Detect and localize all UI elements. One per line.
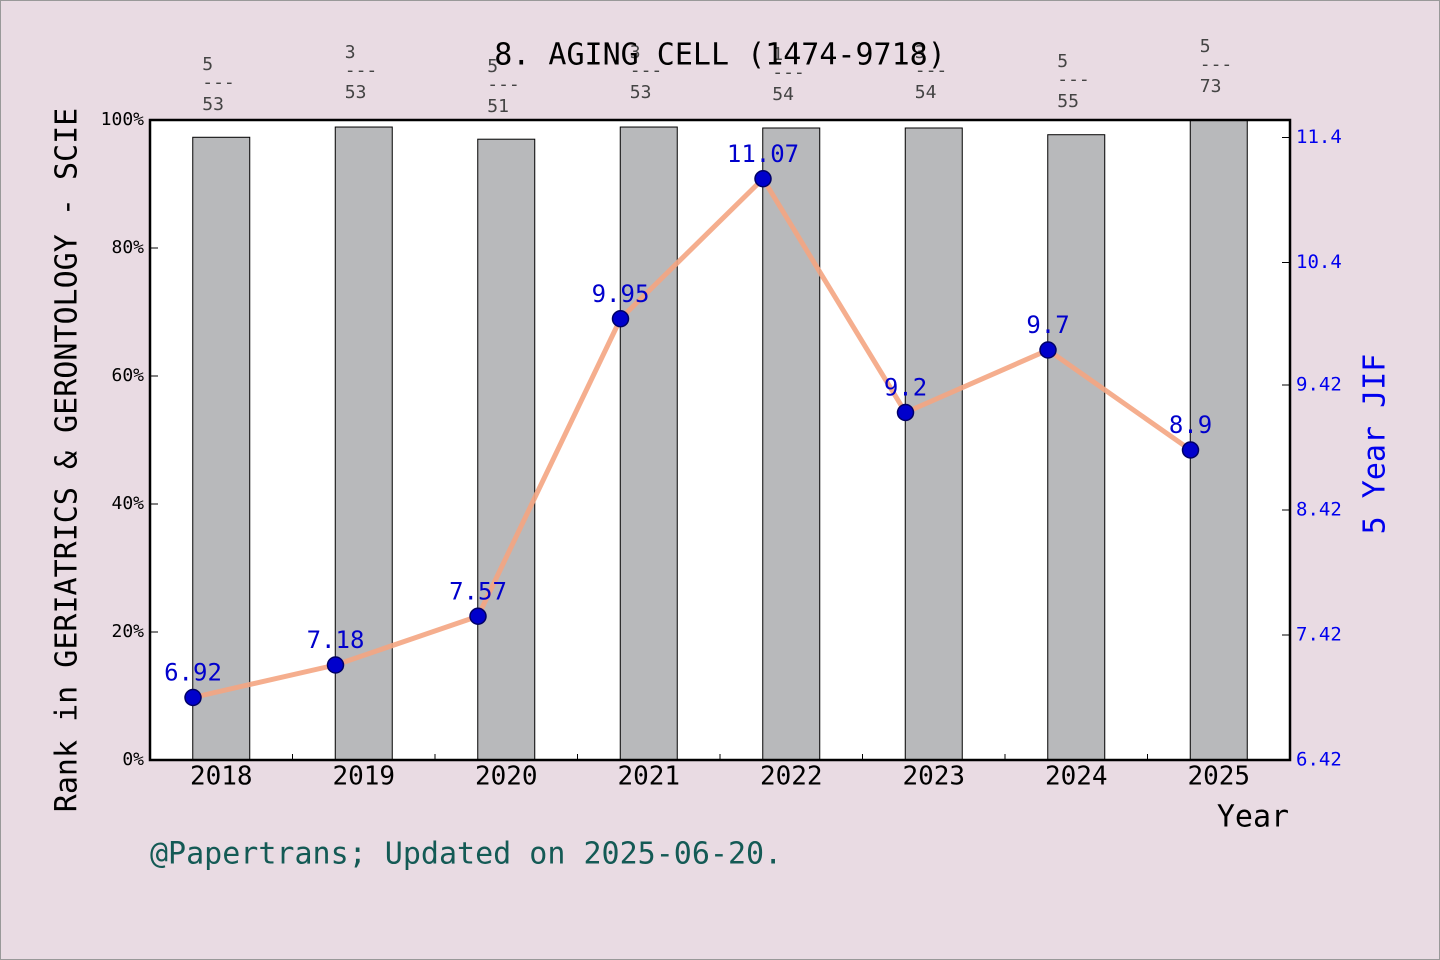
bar: [762, 127, 821, 761]
y-axis-label: Rank in GERIATRICS & GERONTOLOGY - SCIE: [50, 108, 85, 812]
rank-total: 53: [345, 82, 367, 103]
rank-separator: ---: [1057, 69, 1090, 90]
x-tick-label: 2024: [1045, 762, 1108, 792]
y2-axis-label: 5 Year JIF: [1358, 354, 1393, 535]
y2-tick-label: 7.42: [1296, 624, 1342, 646]
bar: [904, 127, 963, 761]
rank-separator: ---: [915, 60, 948, 81]
jif-marker: [1181, 441, 1200, 459]
content: 0%20%40%60%80%100%6.427.428.429.4210.411…: [101, 36, 1342, 792]
jif-marker: [896, 403, 915, 422]
rank-separator: ---: [487, 74, 520, 95]
rank-separator: ---: [345, 60, 378, 81]
jif-marker: [1039, 341, 1057, 359]
jif-value-label: 6.92: [164, 659, 222, 687]
jif-value-label: 8.9: [1169, 411, 1212, 439]
rank-total: 73: [1200, 76, 1222, 97]
rank-separator: ---: [772, 62, 805, 83]
bar: [619, 126, 678, 761]
jif-marker: [611, 310, 630, 328]
rank-number: 1: [772, 44, 783, 65]
x-axis-label: Year: [1217, 800, 1289, 835]
jif-line: [192, 176, 1192, 700]
y2-tick-label: 10.4: [1296, 251, 1342, 273]
x-tick-label: 2022: [760, 762, 823, 792]
jif-marker: [326, 656, 345, 674]
jif-value-label: 9.95: [592, 280, 650, 308]
rank-number: 5: [1057, 51, 1068, 72]
rank-total: 51: [487, 96, 509, 117]
x-tick-label: 2020: [475, 762, 538, 792]
plot-frame: [148, 118, 1292, 762]
jif-value-label: 9.2: [884, 374, 927, 402]
y-tick-label: 100%: [101, 109, 145, 130]
x-tick-label: 2023: [902, 762, 965, 792]
rank-number: 3: [345, 42, 356, 63]
rank-separator: ---: [202, 72, 235, 93]
x-tick-label: 2018: [190, 762, 253, 792]
rank-number: 5: [487, 56, 498, 77]
y-tick-label: 60%: [111, 365, 144, 386]
rank-number: 5: [1200, 36, 1211, 57]
bar: [1189, 119, 1248, 761]
jif-value-label: 9.7: [1026, 311, 1069, 339]
rank-total: 53: [630, 82, 652, 103]
rank-number: 3: [630, 42, 641, 63]
plot-area: [150, 120, 1290, 760]
x-tick-label: 2021: [617, 762, 680, 792]
rank-number: 3: [915, 42, 926, 63]
y-tick-label: 40%: [111, 493, 144, 514]
y-tick-label: 0%: [122, 749, 144, 770]
jif-value-label: 11.07: [727, 140, 799, 168]
rank-number: 5: [202, 54, 213, 75]
chart-title: 8. AGING CELL (1474-9718): [494, 38, 946, 73]
y-tick-label: 20%: [111, 621, 144, 642]
y2-tick-label: 9.42: [1296, 374, 1342, 396]
jif-marker: [754, 170, 772, 188]
rank-separator: ---: [1200, 54, 1233, 75]
y-tick-label: 80%: [111, 237, 144, 258]
jif-value-label: 7.18: [307, 626, 365, 654]
bar: [192, 136, 251, 761]
rank-total: 55: [1057, 91, 1079, 112]
x-tick-label: 2019: [332, 762, 395, 792]
jif-marker: [469, 607, 487, 625]
footer: @Papertrans; Updated on 2025-06-20.: [150, 837, 782, 872]
rank-total: 54: [772, 84, 794, 105]
y2-tick-label: 11.4: [1296, 126, 1342, 148]
rank-total: 53: [202, 94, 224, 115]
y2-tick-label: 8.42: [1296, 499, 1342, 521]
bar: [477, 138, 536, 761]
bar: [1047, 134, 1106, 761]
jif-value-label: 7.57: [449, 577, 507, 605]
y2-tick-label: 6.42: [1296, 749, 1342, 771]
jif-marker: [184, 688, 202, 707]
rank-separator: ---: [630, 60, 663, 81]
x-tick-label: 2025: [1187, 762, 1250, 792]
rank-total: 54: [915, 82, 937, 103]
